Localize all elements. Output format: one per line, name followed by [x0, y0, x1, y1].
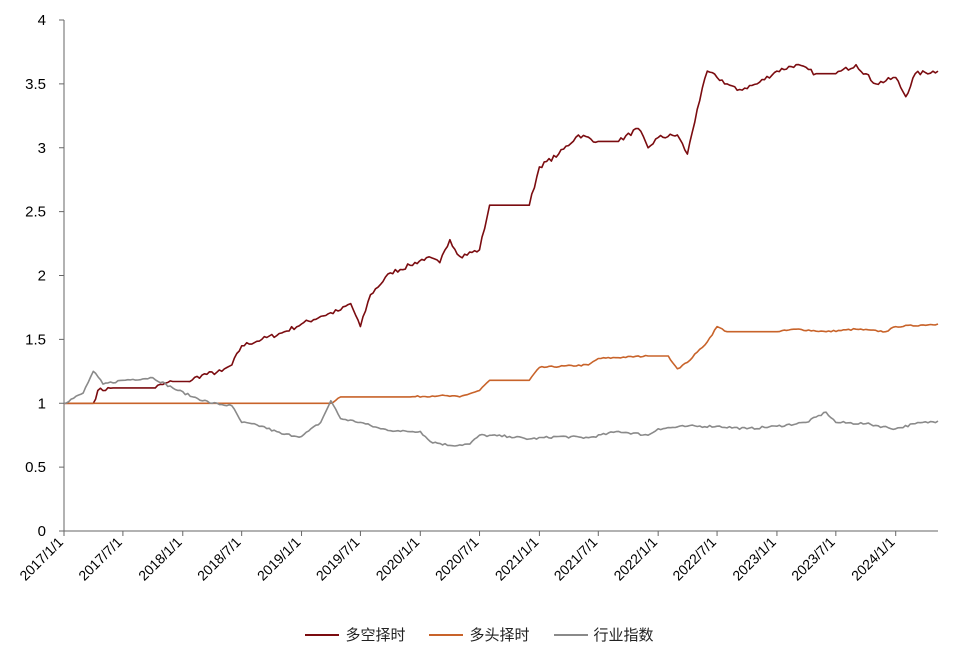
y-tick-label: 4 [38, 12, 46, 29]
x-tick-label: 2023/1/1 [729, 534, 779, 584]
x-tick-label: 2020/7/1 [432, 534, 482, 584]
x-tick-label: 2020/1/1 [373, 534, 423, 584]
x-tick-label: 2023/7/1 [788, 534, 838, 584]
y-tick-label: 0 [38, 523, 46, 540]
series-lines [63, 63, 939, 447]
y-tick-label: 0.5 [25, 459, 46, 476]
legend-swatch-long-short [305, 633, 340, 636]
x-tick-label: 2017/7/1 [75, 534, 125, 584]
x-tick-label: 2021/1/1 [492, 534, 542, 584]
legend-label-index: 行业指数 [593, 627, 654, 644]
x-tick-label: 2017/1/1 [16, 534, 66, 584]
axes: 0 0.5 1 1.5 2 2.5 3 3.5 4 2017/1/1 2017/7/1 2018/1/… [16, 12, 938, 584]
x-tick-label: 2022/7/1 [669, 534, 719, 584]
legend-item-long-short: 多空择时 [305, 624, 405, 645]
series-line-2 [63, 370, 939, 447]
legend-label-long-short: 多空择时 [345, 627, 406, 644]
series-line-1 [64, 323, 939, 405]
y-tick-label: 2.5 [25, 204, 46, 221]
y-tick-label: 1 [38, 395, 46, 412]
x-tick-label: 2019/7/1 [313, 534, 363, 584]
y-tick-label: 1.5 [25, 331, 46, 348]
y-tick-label: 3 [38, 140, 46, 157]
y-tick-label: 2 [38, 268, 46, 285]
x-tick-label: 2022/1/1 [610, 534, 660, 584]
x-tick-label: 2018/1/1 [135, 534, 185, 584]
legend-label-long-only: 多头择时 [469, 627, 530, 644]
x-tick-label: 2018/7/1 [194, 534, 244, 584]
x-tick-label: 2024/1/1 [848, 534, 898, 584]
x-tick-label: 2021/7/1 [551, 534, 601, 584]
legend-item-long-only: 多头择时 [429, 624, 530, 645]
y-tick-label: 3.5 [25, 76, 46, 93]
x-tick-label: 2019/1/1 [254, 534, 304, 584]
series-line-0 [64, 63, 939, 405]
legend-item-index: 行业指数 [553, 624, 654, 645]
legend-swatch-long-only [429, 633, 464, 636]
legend-swatch-index [553, 633, 588, 636]
legend: 多空择时 多头择时 行业指数 [0, 624, 959, 645]
